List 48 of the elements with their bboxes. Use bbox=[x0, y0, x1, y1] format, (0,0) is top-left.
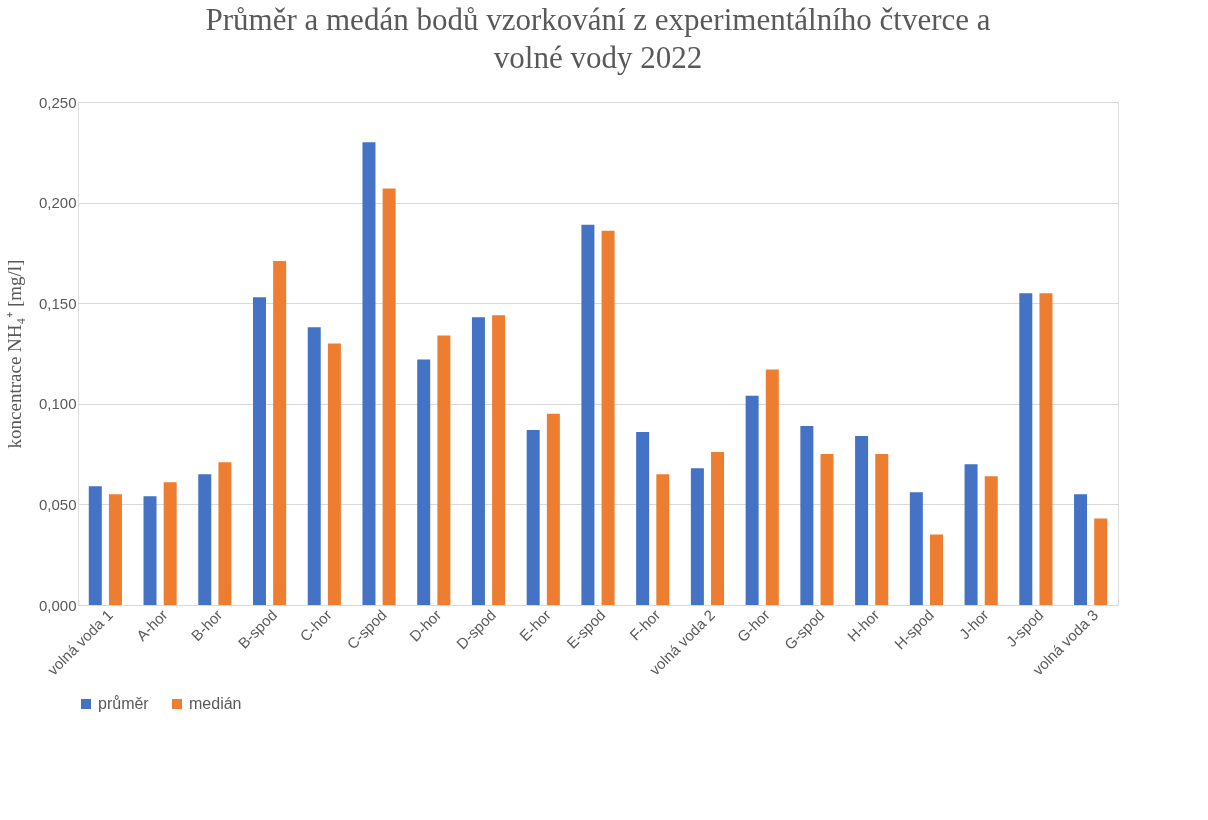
y-tick-label: 0,000 bbox=[38, 596, 77, 614]
y-axis-title: koncentrace NH₄⁺ [mg/l] bbox=[3, 259, 25, 449]
bar bbox=[546, 413, 560, 605]
bar bbox=[471, 317, 485, 605]
bar bbox=[1019, 293, 1033, 605]
bar bbox=[327, 343, 341, 605]
bar bbox=[855, 435, 869, 605]
bar bbox=[1074, 494, 1088, 605]
bar bbox=[909, 492, 923, 605]
bar bbox=[218, 462, 232, 605]
bar bbox=[745, 395, 759, 605]
bar bbox=[964, 464, 978, 605]
y-tick-label: 0,150 bbox=[38, 294, 77, 312]
bar bbox=[1094, 518, 1108, 605]
bar bbox=[526, 429, 540, 605]
y-tick-label: 0,100 bbox=[38, 395, 77, 413]
legend-label: průměr bbox=[98, 695, 150, 712]
bar bbox=[492, 315, 506, 605]
y-tick-label: 0,050 bbox=[38, 495, 77, 513]
bar bbox=[636, 431, 650, 605]
bar bbox=[800, 425, 814, 605]
bar bbox=[143, 496, 157, 605]
bar bbox=[437, 335, 451, 605]
y-tick-label: 0,200 bbox=[38, 194, 77, 212]
bar bbox=[581, 224, 595, 605]
bar bbox=[690, 468, 704, 605]
bar bbox=[88, 486, 102, 605]
bar bbox=[108, 494, 122, 605]
bar bbox=[273, 260, 287, 605]
bar bbox=[307, 327, 321, 605]
bar bbox=[656, 474, 670, 605]
bar bbox=[930, 534, 943, 605]
y-tick-label: 0,250 bbox=[38, 93, 77, 111]
bar bbox=[253, 297, 266, 605]
bar bbox=[984, 476, 998, 605]
bar bbox=[765, 369, 779, 605]
bar bbox=[711, 452, 725, 605]
bar bbox=[417, 359, 431, 605]
bar bbox=[362, 142, 376, 605]
bar bbox=[875, 454, 889, 605]
bar bbox=[601, 230, 615, 605]
bar bbox=[163, 482, 177, 605]
bar bbox=[382, 188, 396, 605]
bar bbox=[1039, 293, 1053, 605]
bar bbox=[820, 454, 834, 605]
chart-title: Průměr a medán bodů vzorkování z experimentálního čtverce a volné vody 2022 bbox=[205, 2, 991, 75]
legend-label: medián bbox=[189, 695, 242, 712]
bar bbox=[198, 474, 212, 605]
